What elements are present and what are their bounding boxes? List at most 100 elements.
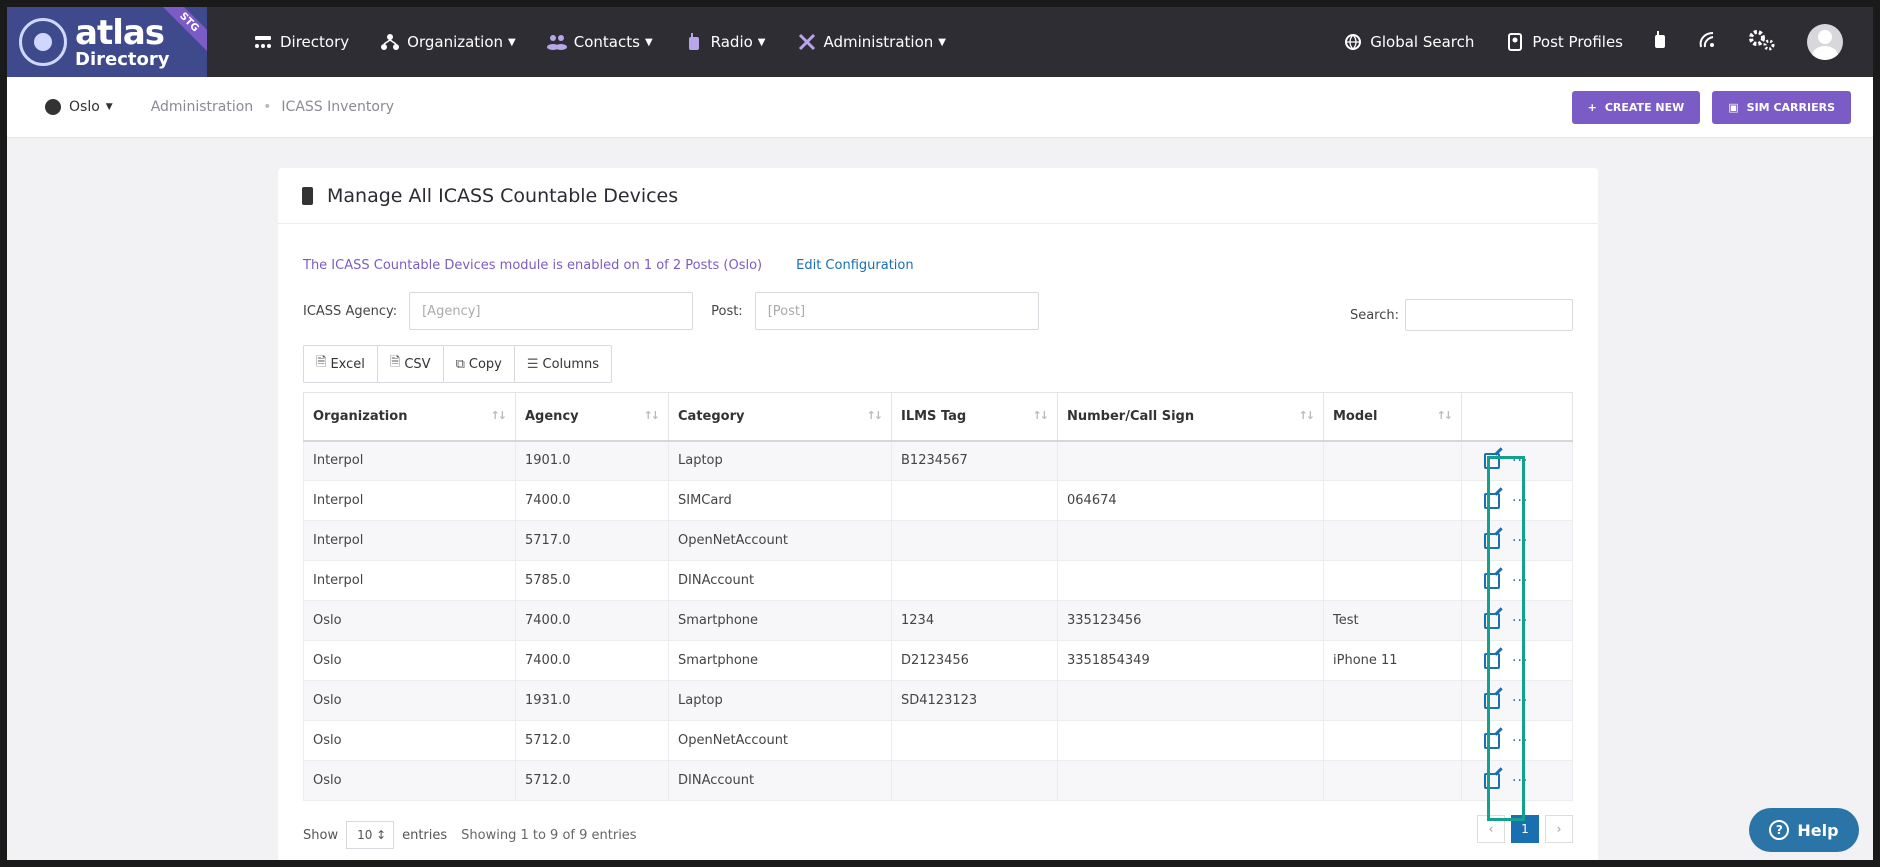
chevron-down-icon: ▼ xyxy=(938,36,946,48)
copy-icon: ⧉ xyxy=(455,356,465,372)
csv-button[interactable]: 🗎 CSV xyxy=(378,346,444,382)
edit-icon[interactable] xyxy=(1484,532,1500,549)
agency-select[interactable]: [Agency] xyxy=(409,292,694,330)
edit-icon[interactable] xyxy=(1484,612,1500,629)
col-ilms-tag[interactable]: ILMS Tag ↑↓ xyxy=(891,392,1058,442)
devices-card: Manage All ICASS Countable Devices The I… xyxy=(278,168,1598,860)
more-options-icon[interactable]: ··· xyxy=(1512,612,1529,629)
settings-gears-icon[interactable] xyxy=(1747,28,1777,56)
table-cell xyxy=(1323,760,1462,801)
post-profiles-link[interactable]: Post Profiles xyxy=(1504,33,1623,51)
page-1-button[interactable]: 1 xyxy=(1511,815,1539,843)
excel-button[interactable]: 🗎 Excel xyxy=(304,346,378,382)
brand-logo[interactable]: atlas Directory STG xyxy=(7,7,207,77)
nav-radio[interactable]: Radio ▼ xyxy=(683,33,766,51)
edit-icon[interactable] xyxy=(1484,732,1500,749)
nav-contacts[interactable]: Contacts ▼ xyxy=(546,33,653,51)
excel-file-icon: 🗎 xyxy=(316,355,327,370)
edit-icon[interactable] xyxy=(1484,452,1500,469)
col-model[interactable]: Model ↑↓ xyxy=(1323,392,1462,442)
table-body: Interpol 1901.0 Laptop B1234567 ··· Interpol 7… xyxy=(303,440,1573,801)
col-actions xyxy=(1461,392,1573,442)
table-cell xyxy=(1057,680,1324,721)
table-cell xyxy=(1323,520,1462,561)
csv-file-icon: 🗎 xyxy=(389,355,401,370)
nav-directory[interactable]: Directory xyxy=(252,33,349,51)
atlas-logo-icon xyxy=(19,18,67,66)
table-cell: Oslo xyxy=(303,760,516,801)
radio-device-icon[interactable] xyxy=(1653,31,1667,53)
edit-icon[interactable] xyxy=(1484,492,1500,509)
table-cell: Oslo xyxy=(303,640,516,681)
table-cell: OpenNetAccount xyxy=(668,720,892,761)
post-profiles-label: Post Profiles xyxy=(1532,33,1623,51)
table-cell: Oslo xyxy=(303,680,516,721)
edit-configuration-link[interactable]: Edit Configuration xyxy=(796,258,914,273)
main-nav: Directory Organization ▼ Contacts ▼ xyxy=(252,33,946,51)
col-category[interactable]: Category ↑↓ xyxy=(668,392,892,442)
table-cell: Oslo xyxy=(303,720,516,761)
sub-header: Oslo ▼ Administration • ICASS Inventory … xyxy=(7,77,1873,138)
col-number-call-sign[interactable]: Number/Call Sign ↑↓ xyxy=(1057,392,1324,442)
columns-button[interactable]: ☰ Columns xyxy=(515,346,611,382)
copy-label: Copy xyxy=(468,356,502,372)
create-new-button[interactable]: + CREATE NEW xyxy=(1571,90,1701,124)
nav-organization[interactable]: Organization ▼ xyxy=(379,33,516,51)
radio-icon xyxy=(683,33,705,51)
next-page-button[interactable]: › xyxy=(1545,815,1573,843)
sim-card-icon: ▣ xyxy=(1728,100,1739,114)
search-input[interactable] xyxy=(1405,299,1573,331)
excel-label: Excel xyxy=(330,356,365,372)
breadcrumb-administration[interactable]: Administration xyxy=(150,99,254,115)
table-cell: Smartphone xyxy=(668,640,892,681)
table-cell: OpenNetAccount xyxy=(668,520,892,561)
help-button[interactable]: ? Help xyxy=(1749,808,1859,852)
more-options-icon[interactable]: ··· xyxy=(1512,692,1529,709)
edit-icon[interactable] xyxy=(1484,692,1500,709)
table-cell: iPhone 11 xyxy=(1323,640,1462,681)
table-row: Interpol 7400.0 SIMCard 064674 ··· xyxy=(303,480,1573,521)
table-cell: Interpol xyxy=(303,520,516,561)
more-options-icon[interactable]: ··· xyxy=(1512,572,1529,589)
col-agency[interactable]: Agency ↑↓ xyxy=(515,392,669,442)
more-options-icon[interactable]: ··· xyxy=(1512,652,1529,669)
table-cell xyxy=(1057,440,1324,481)
table-cell: SIMCard xyxy=(668,480,892,521)
col-organization[interactable]: Organization ↑↓ xyxy=(303,392,516,442)
table-cell xyxy=(1323,480,1462,521)
satellite-phone-icon[interactable] xyxy=(1697,31,1717,53)
table-cell: 7400.0 xyxy=(515,600,669,641)
globe-icon xyxy=(1342,33,1364,51)
edit-icon[interactable] xyxy=(1484,772,1500,789)
prev-page-button[interactable]: ‹ xyxy=(1477,815,1505,843)
copy-button[interactable]: ⧉ Copy xyxy=(444,346,515,382)
more-options-icon[interactable]: ··· xyxy=(1512,772,1529,789)
table-cell xyxy=(1057,720,1324,761)
table-cell: D2123456 xyxy=(891,640,1058,681)
table-cell: Interpol xyxy=(303,480,516,521)
edit-icon[interactable] xyxy=(1484,652,1500,669)
post-select[interactable]: [Post] xyxy=(754,292,1039,330)
chevron-down-icon: ▼ xyxy=(757,36,766,48)
table-cell: Interpol xyxy=(303,440,516,481)
more-options-icon[interactable]: ··· xyxy=(1512,452,1529,469)
sim-carriers-button[interactable]: ▣ SIM CARRIERS xyxy=(1712,90,1851,124)
edit-icon[interactable] xyxy=(1484,572,1500,589)
more-options-icon[interactable]: ··· xyxy=(1512,732,1529,749)
row-actions: ··· xyxy=(1461,560,1573,601)
table-row: Oslo 5712.0 OpenNetAccount ··· xyxy=(303,720,1573,761)
more-options-icon[interactable]: ··· xyxy=(1512,532,1529,549)
table-footer: Show 10 ↕ entries Showing 1 to 9 of 9 en… xyxy=(303,815,1573,849)
more-options-icon[interactable]: ··· xyxy=(1512,492,1529,509)
table-cell: 5785.0 xyxy=(515,560,669,601)
nav-administration[interactable]: Administration ▼ xyxy=(796,33,946,51)
post-selector[interactable]: Oslo ▼ xyxy=(45,99,113,115)
user-avatar[interactable] xyxy=(1807,24,1843,60)
sort-icon: ↑↓ xyxy=(1032,409,1050,422)
page-length-select[interactable]: 10 ↕ xyxy=(346,821,395,849)
table-cell xyxy=(891,520,1058,561)
global-search-link[interactable]: Global Search xyxy=(1342,33,1474,51)
table-cell: DINAccount xyxy=(668,760,892,801)
directory-icon xyxy=(252,33,274,51)
export-toolbar: 🗎 Excel 🗎 CSV ⧉ Copy ☰ Columns xyxy=(303,345,613,383)
